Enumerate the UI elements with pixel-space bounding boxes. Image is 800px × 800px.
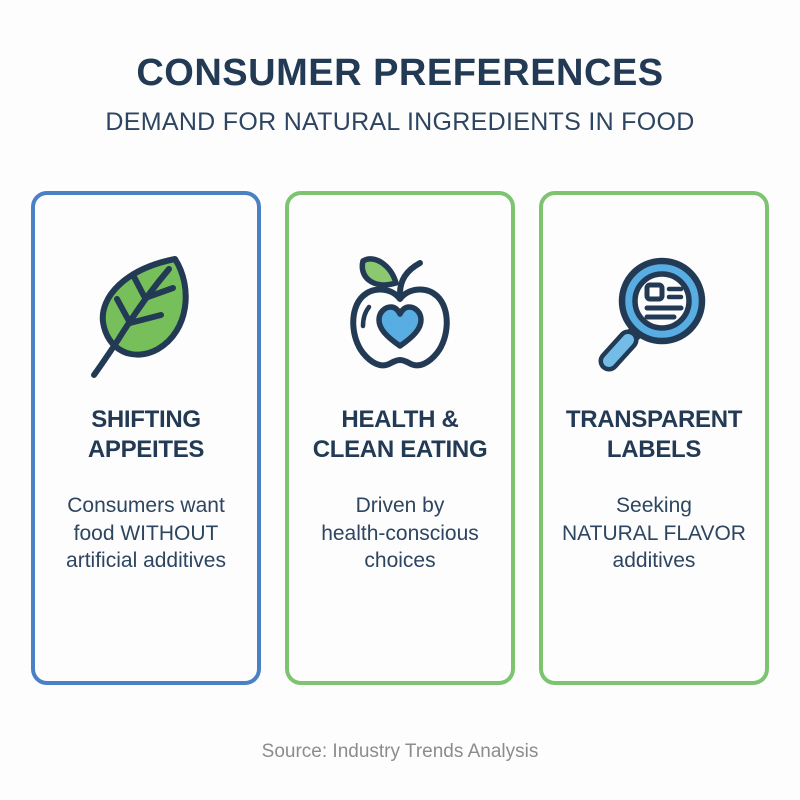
magnifier-label-icon xyxy=(594,247,714,387)
leaf-icon xyxy=(85,247,207,387)
card-shifting-appetites: SHIFTING APPEITES Consumers want food WI… xyxy=(31,191,261,685)
card-title: SHIFTING APPEITES xyxy=(87,406,205,464)
card-transparent-labels: TRANSPARENT LABELS Seeking NATURAL FLAVO… xyxy=(539,191,769,685)
source-attribution: Source: Industry Trends Analysis xyxy=(261,741,539,762)
apple-heart-icon xyxy=(342,247,458,387)
card-title: HEALTH & CLEAN EATING xyxy=(312,406,488,464)
card-body: Seeking NATURAL FLAVOR additives xyxy=(562,493,746,573)
card-health-clean-eating: HEALTH & CLEAN EATING Driven by health-c… xyxy=(285,191,515,685)
page-subtitle: DEMAND FOR NATURAL INGREDIENTS IN FOOD xyxy=(105,108,695,136)
card-body: Driven by health-conscious choices xyxy=(321,493,479,573)
card-title: TRANSPARENT LABELS xyxy=(565,406,743,464)
cards-row: SHIFTING APPEITES Consumers want food WI… xyxy=(31,191,769,685)
page-title: CONSUMER PREFERENCES xyxy=(136,52,664,94)
card-body: Consumers want food WITHOUT artificial a… xyxy=(66,493,226,573)
